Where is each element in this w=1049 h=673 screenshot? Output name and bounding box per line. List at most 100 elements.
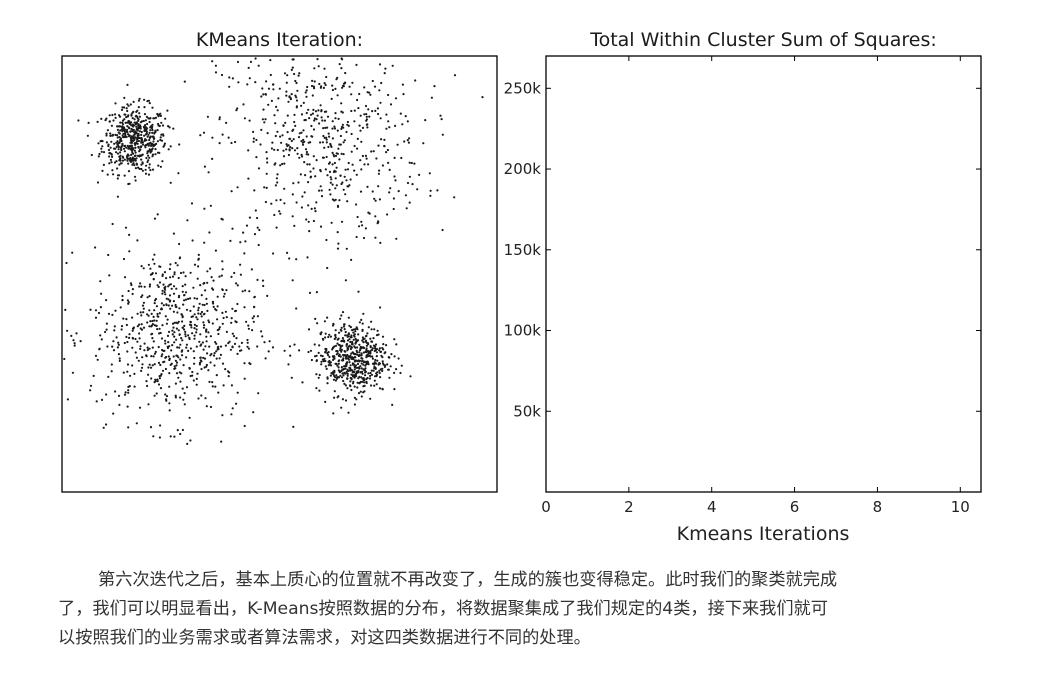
scatter-point-cluster-4	[387, 368, 390, 371]
scatter-point-cluster-1	[159, 138, 162, 142]
scatter-point-cluster-2	[294, 94, 297, 97]
scatter-point-cluster-4	[335, 377, 339, 380]
scatter-point-cluster-3	[252, 411, 255, 414]
scatter-point-cluster-3	[104, 330, 107, 334]
scatter-point-cluster-2	[245, 224, 249, 227]
scatter-point-cluster-1	[126, 103, 129, 106]
scatter-point-cluster-2	[413, 162, 416, 165]
scatter-point-cluster-2	[340, 182, 343, 186]
scatter-point-cluster-4	[386, 363, 389, 366]
scatter-point-cluster-2	[319, 185, 322, 188]
scatter-point-cluster-1	[135, 121, 138, 124]
scatter-point-cluster-2	[300, 206, 303, 209]
scatter-point-cluster-1	[123, 113, 126, 116]
scatter-point-cluster-1	[141, 161, 144, 164]
scatter-point-cluster-4	[345, 343, 348, 346]
scatter-point-cluster-3	[217, 391, 220, 394]
scatter-point-cluster-3	[154, 350, 157, 353]
scatter-point-cluster-3	[256, 278, 259, 281]
scatter-point-cluster-3	[288, 345, 292, 348]
scatter-point-cluster-2	[239, 241, 242, 244]
scatter-point-cluster-2	[320, 189, 323, 192]
scatter-point-cluster-4	[314, 317, 317, 320]
scatter-point-cluster-1	[136, 109, 139, 112]
scatter-point-cluster-3	[94, 354, 98, 357]
scatter-point-cluster-1	[109, 146, 112, 149]
scatter-point-cluster-2	[299, 173, 302, 176]
scatter-point-cluster-2	[334, 87, 337, 90]
scatter-point-cluster-2	[378, 89, 381, 92]
scatter-point-cluster-2	[429, 194, 432, 197]
scatter-point-cluster-3	[190, 326, 193, 329]
scatter-point-cluster-3	[127, 426, 130, 429]
scatter-point-cluster-1	[131, 136, 134, 139]
scatter-point-cluster-2	[334, 198, 337, 201]
scatter-point-cluster-2	[312, 219, 315, 223]
scatter-point-cluster-2	[356, 98, 359, 102]
scatter-point-cluster-2	[358, 225, 361, 228]
scatter-point-cluster-3	[177, 320, 180, 323]
scatter-point-cluster-1	[123, 106, 126, 109]
scatter-point-cluster-2	[365, 115, 368, 118]
scatter-point-cluster-4	[364, 374, 367, 377]
scatter-point-cluster-2	[381, 164, 384, 167]
scatter-point-cluster-3	[180, 350, 183, 353]
scatter-point-cluster-1	[137, 124, 140, 127]
scatter-point-cluster-2	[294, 79, 297, 83]
scatter-point-cluster-3	[156, 213, 159, 216]
scatter-point-cluster-2	[256, 226, 259, 229]
scatter-point-cluster-1	[99, 140, 102, 143]
scatter-point-cluster-2	[277, 97, 280, 100]
scatter-point-cluster-1	[139, 124, 142, 127]
scatter-point-cluster-2	[331, 120, 334, 123]
scatter-point-cluster-4	[337, 362, 340, 365]
scatter-point-cluster-3	[241, 290, 244, 293]
scatter-point-cluster-2	[379, 101, 382, 104]
scatter-point-cluster-3	[147, 373, 150, 376]
scatter-point-cluster-1	[140, 133, 143, 136]
scatter-point-cluster-2	[305, 135, 308, 138]
scatter-point-cluster-4	[313, 343, 316, 346]
scatter-point-cluster-3	[165, 277, 168, 280]
scatter-point-cluster-3	[107, 312, 111, 315]
scatter-point-cluster-4	[370, 328, 373, 331]
scatter-point-cluster-3	[211, 301, 214, 304]
scatter-point-cluster-1	[137, 99, 140, 102]
scatter-point-cluster-2	[321, 156, 325, 159]
scatter-point-cluster-2	[330, 97, 333, 100]
scatter-point-cluster-4	[367, 350, 370, 353]
scatter-point-cluster-4	[399, 371, 402, 375]
scatter-point-cluster-4	[376, 371, 379, 374]
scatter-point-cluster-2	[288, 95, 291, 98]
scatter-point-cluster-2	[350, 93, 353, 96]
scatter-point-cluster-3	[112, 349, 116, 352]
scatter-point-cluster-2	[326, 266, 329, 270]
scatter-point-cluster-2	[305, 153, 308, 156]
scatter-point-cluster-2	[346, 200, 349, 203]
scatter-point-cluster-4	[323, 320, 326, 323]
scatter-point-cluster-1	[119, 151, 122, 154]
scatter-point-cluster-4	[368, 377, 372, 380]
scatter-point-cluster-1	[151, 153, 155, 156]
scatter-point-cluster-3	[157, 361, 161, 364]
scatter-point-cluster-1	[143, 129, 146, 132]
scatter-point-cluster-3	[246, 341, 249, 344]
scatter-point-cluster-2	[248, 290, 251, 293]
scatter-point-cluster-1	[167, 125, 170, 128]
scatter-point-cluster-1	[116, 134, 119, 137]
scatter-point-cluster-1	[156, 129, 159, 132]
scatter-point-cluster-2	[359, 129, 362, 132]
scatter-point-cluster-3	[151, 319, 154, 323]
scatter-point-cluster-2	[266, 161, 269, 164]
scatter-point-cluster-4	[349, 364, 352, 367]
scatter-point-cluster-1	[87, 121, 90, 124]
scatter-point-cluster-3	[174, 396, 177, 399]
scatter-point-cluster-3	[224, 344, 227, 347]
scatter-point-cluster-3	[181, 387, 184, 390]
scatter-point-cluster-1	[163, 142, 166, 145]
scatter-point-cluster-2	[303, 161, 306, 164]
scatter-point-cluster-4	[342, 325, 346, 328]
scatter-point-cluster-3	[175, 327, 178, 330]
scatter-point-cluster-2	[315, 201, 318, 204]
scatter-point-cluster-3	[236, 302, 239, 306]
